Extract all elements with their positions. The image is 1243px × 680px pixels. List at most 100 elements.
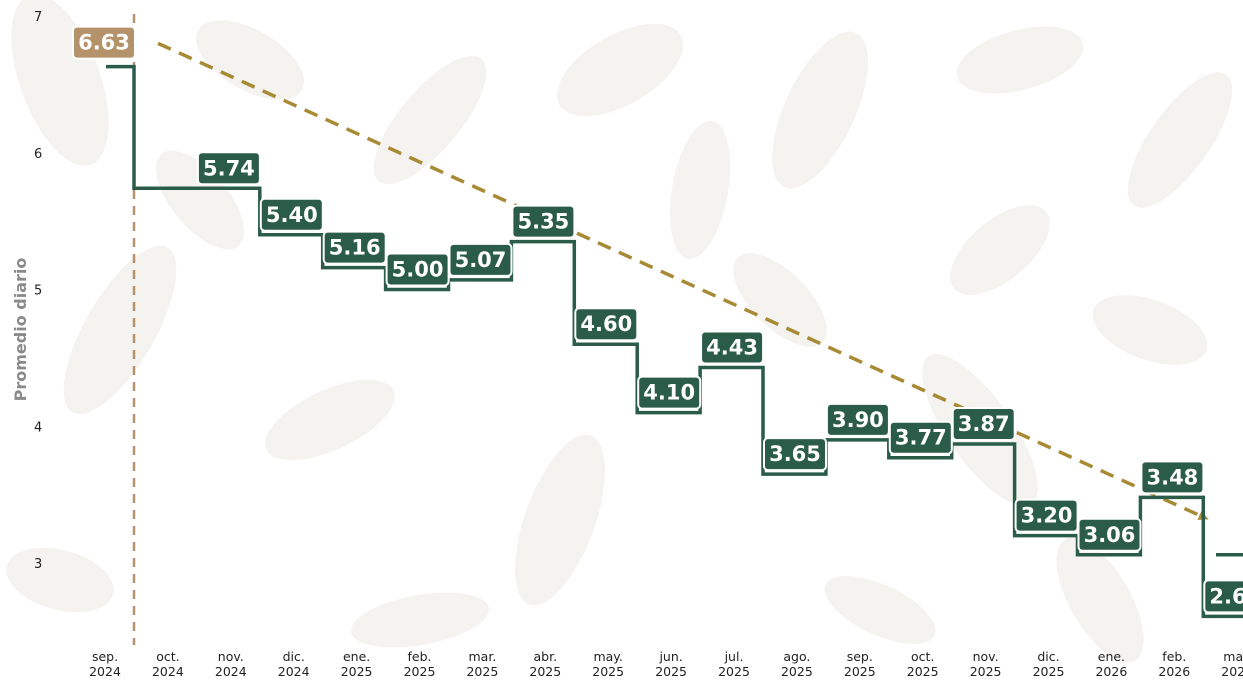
x-tick-label: feb. 2026: [1158, 649, 1190, 679]
x-tick-label: nov. 2024: [215, 649, 247, 679]
data-label: 3.48: [1140, 460, 1205, 495]
data-label: 3.20: [1014, 498, 1079, 533]
x-tick-label: abr. 2025: [529, 649, 561, 679]
data-label-box: [1014, 498, 1079, 533]
background-swirl: [556, 23, 684, 117]
data-label-text: 3.77: [895, 426, 947, 450]
data-label-box: [448, 242, 513, 277]
data-label-text: 4.43: [706, 335, 758, 359]
x-tick-label: nov. 2025: [970, 649, 1002, 679]
data-label: 3.06: [1077, 517, 1142, 552]
data-label-box: [1203, 579, 1243, 614]
background-swirl: [350, 592, 490, 648]
background-swirl: [514, 434, 606, 606]
background-swirl: [1056, 537, 1144, 663]
data-label-box: [825, 402, 890, 437]
data-label-text: 3.06: [1084, 523, 1136, 547]
y-tick-label: 4: [34, 420, 42, 435]
data-label: 4.10: [637, 375, 702, 410]
x-tick-label: may. 2025: [592, 649, 624, 679]
series-step-line: [106, 64, 1243, 619]
x-tick-label: jun. 2025: [655, 649, 687, 679]
x-tick-label: mar. 2025: [466, 649, 498, 679]
background-swirl: [1127, 72, 1233, 208]
data-label-box: [574, 307, 639, 342]
x-tick-label: jul. 2025: [718, 649, 750, 679]
background-swirl: [1092, 295, 1208, 365]
x-tick-label: sep. 2024: [89, 649, 121, 679]
background-swirl: [63, 245, 177, 415]
data-label: 5.40: [259, 197, 324, 232]
data-label-text: 4.10: [643, 381, 695, 405]
x-tick-label: ene. 2026: [1095, 649, 1127, 679]
data-label-box: [951, 407, 1016, 442]
y-tick-label: 7: [34, 10, 42, 25]
x-tick-label: mar.2026: [1221, 649, 1243, 679]
data-label: 2.61: [1203, 579, 1243, 614]
data-label-box: [511, 204, 576, 239]
data-label: 5.00: [385, 252, 450, 287]
data-label: 3.77: [888, 420, 953, 455]
x-tick-label: ene. 2025: [341, 649, 373, 679]
data-label-text: 6.63: [78, 31, 130, 55]
data-label-box: [1140, 460, 1205, 495]
data-label: 3.90: [825, 402, 890, 437]
data-label-box: [637, 375, 702, 410]
data-label-text: 3.65: [769, 442, 821, 466]
x-tick-label: oct. 2025: [907, 649, 939, 679]
data-label: 3.65: [763, 437, 827, 472]
data-label-text: 3.87: [958, 412, 1010, 436]
background-swirl: [772, 31, 868, 189]
y-axis-label: Promedio diario: [11, 258, 30, 402]
background-swirl: [373, 55, 487, 185]
y-tick-label: 3: [34, 557, 42, 572]
data-label-box: [763, 437, 827, 472]
data-label-box: [196, 151, 261, 186]
data-label: 5.16: [322, 230, 387, 265]
background-swirl: [669, 120, 731, 260]
x-tick-label: dic. 2025: [1033, 649, 1065, 679]
x-tick-label: dic. 2024: [278, 649, 310, 679]
data-label-text: 5.16: [329, 236, 381, 260]
data-label: 5.74: [196, 151, 261, 186]
y-tick-label: 5: [34, 284, 42, 299]
trend-arrow: [157, 41, 1209, 520]
data-label-box: [1077, 517, 1142, 552]
data-label-text: 4.60: [580, 312, 632, 336]
data-label: 4.43: [700, 330, 765, 365]
data-label-text: 3.20: [1021, 504, 1073, 528]
data-label-box: [888, 420, 953, 455]
data-label-text: 5.74: [203, 156, 255, 180]
data-label: 5.35: [511, 204, 576, 239]
background-swirl: [11, 0, 109, 166]
background-swirl: [195, 20, 305, 100]
data-label-text: 3.90: [832, 408, 884, 432]
data-label-box: [72, 25, 136, 60]
data-label-text: 3.48: [1146, 465, 1198, 489]
background-swirl: [6, 547, 114, 613]
data-label-box: [322, 230, 387, 265]
background-swirl: [950, 205, 1050, 295]
background-swirl: [265, 379, 395, 461]
background-swirl: [824, 575, 936, 645]
data-label-box: [259, 197, 324, 232]
data-label-text: 5.40: [266, 203, 318, 227]
background-swirl: [733, 253, 827, 347]
background-swirl: [155, 150, 245, 250]
data-label-text: 5.35: [517, 210, 569, 234]
x-tick-label: feb. 2025: [404, 649, 436, 679]
data-label-text: 2.61: [1209, 584, 1243, 608]
x-tick-label: oct. 2024: [152, 649, 184, 679]
x-tick-label: sep. 2025: [844, 649, 876, 679]
data-label: 6.63: [72, 25, 136, 60]
background-swirl: [956, 26, 1084, 94]
data-label: 4.60: [574, 307, 639, 342]
data-label-text: 5.07: [455, 248, 507, 272]
data-label-box: [700, 330, 765, 365]
data-label: 5.07: [448, 242, 513, 277]
data-label-text: 5.00: [392, 258, 444, 282]
data-label: 3.87: [951, 407, 1016, 442]
y-tick-label: 6: [34, 147, 42, 162]
